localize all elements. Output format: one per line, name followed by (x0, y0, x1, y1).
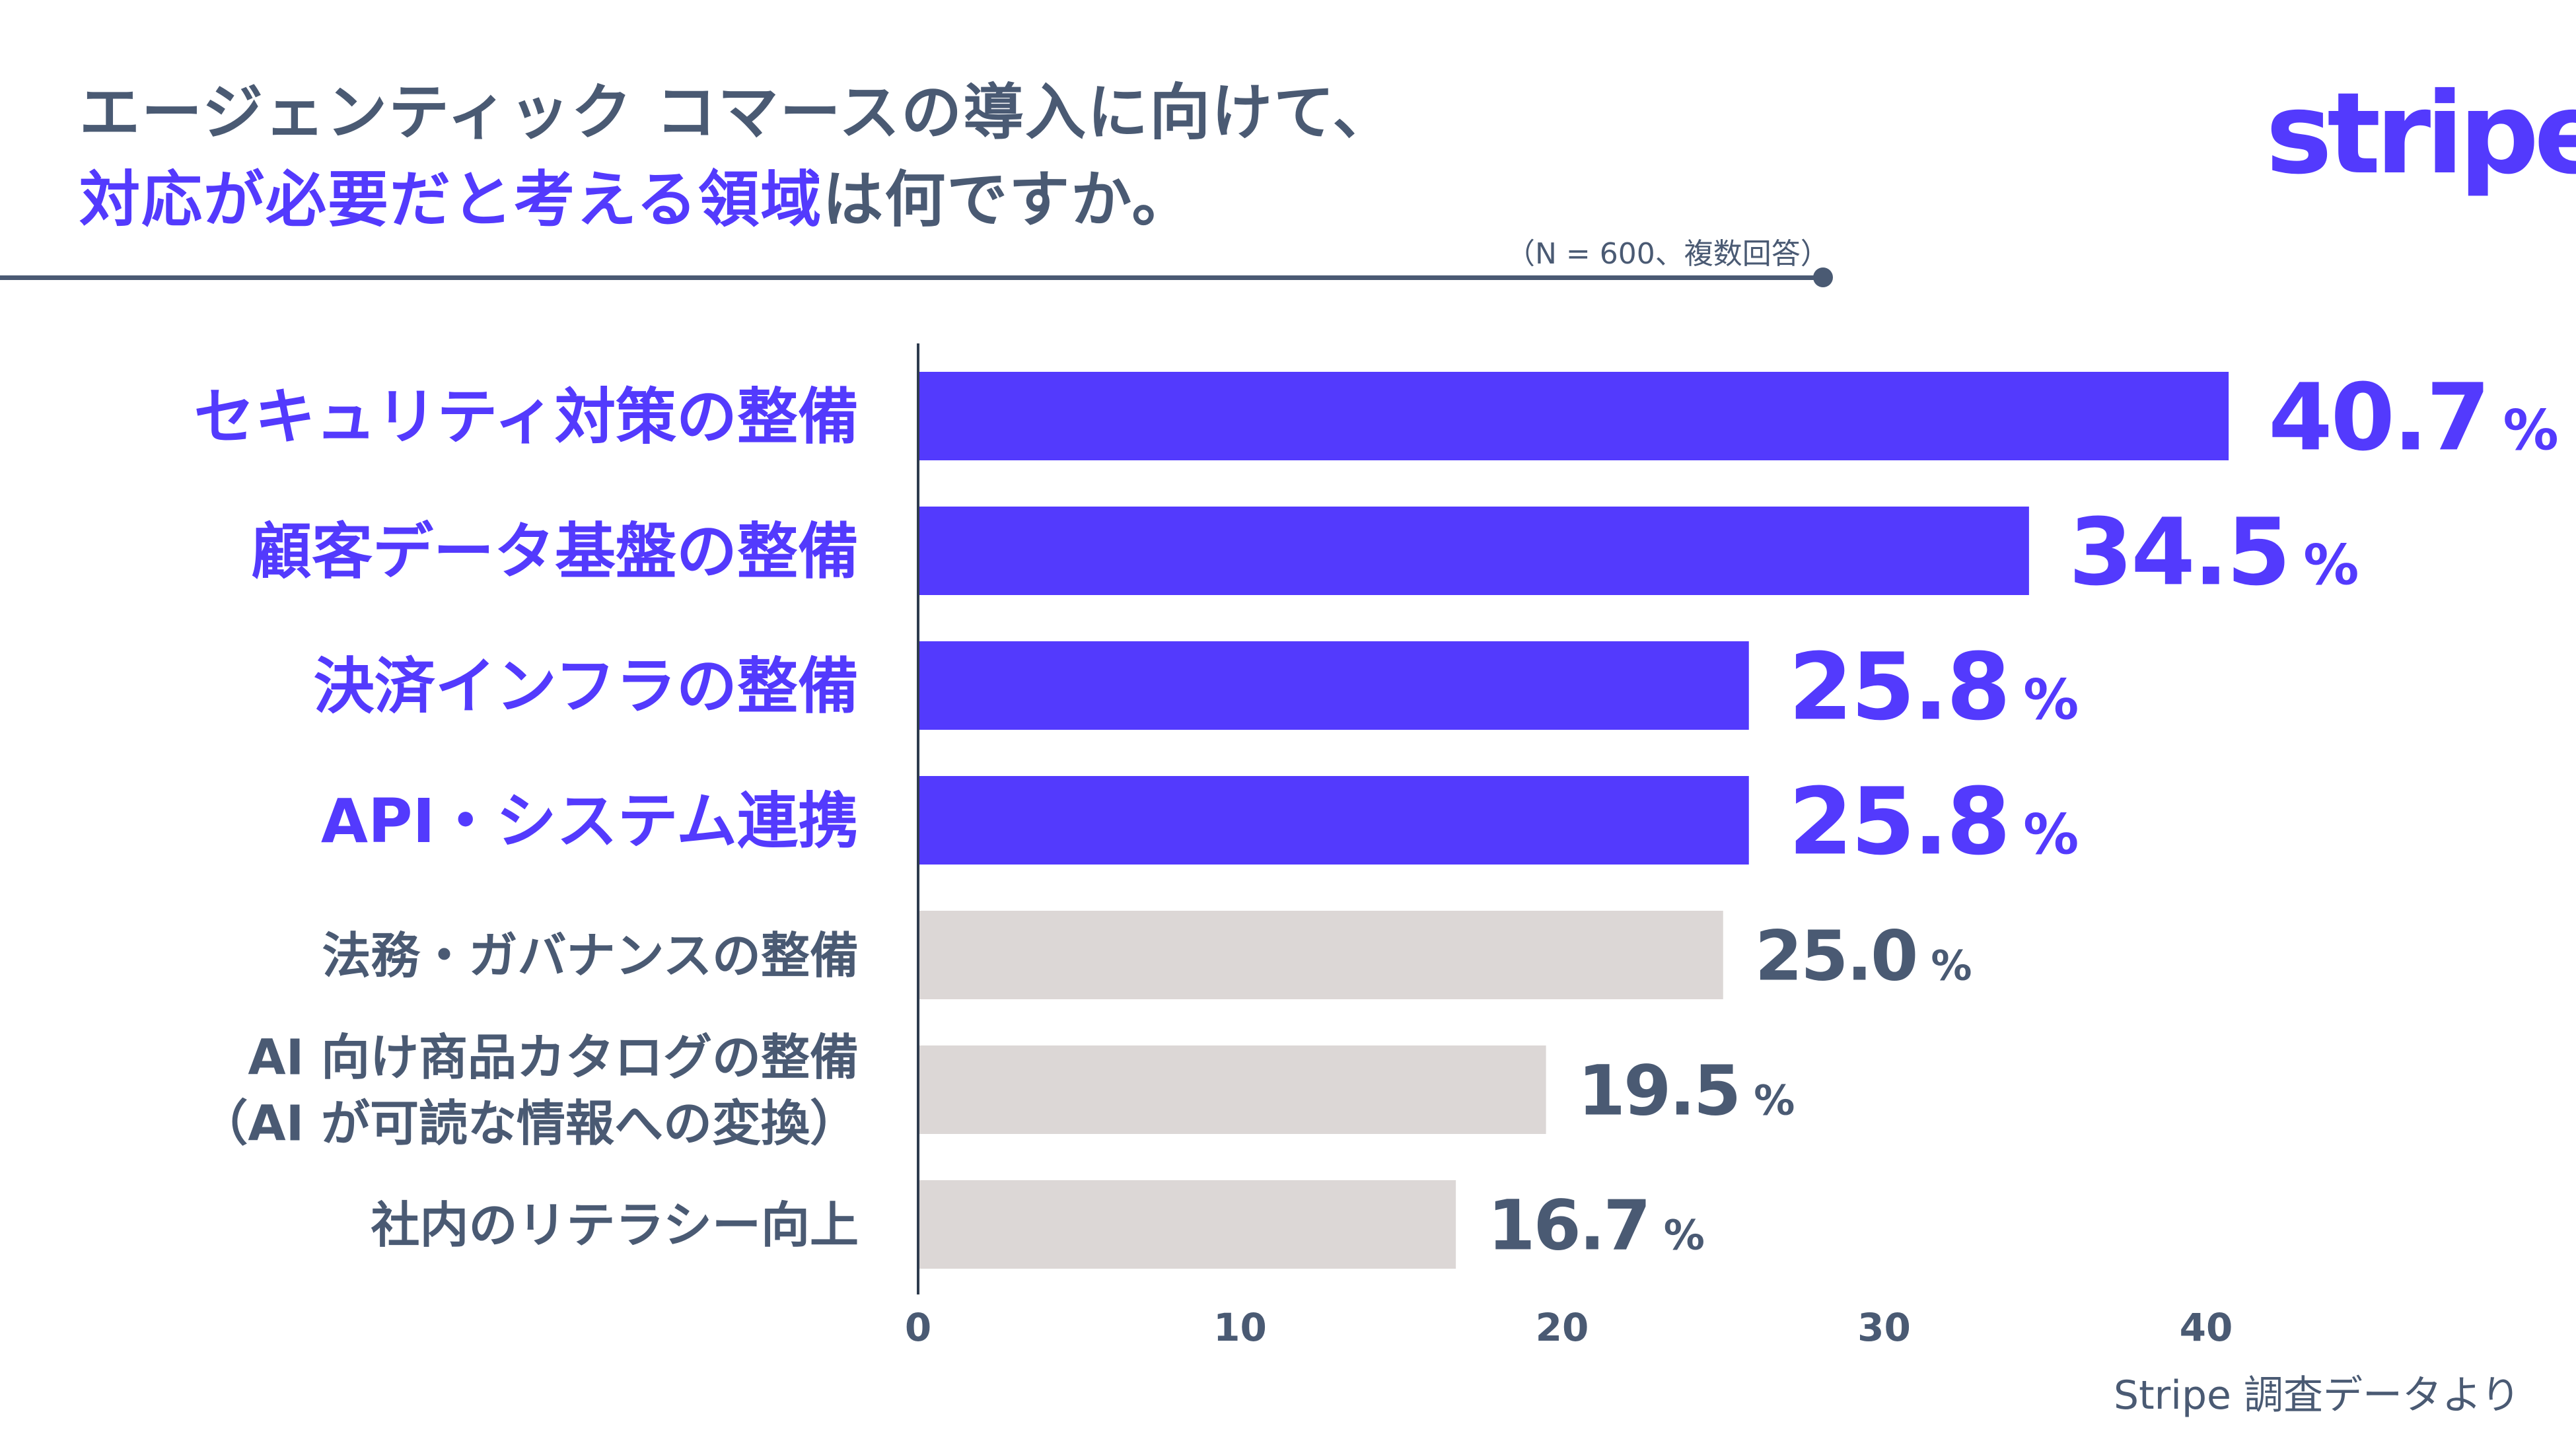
chart-title-line2: 対応が必要だと考える領域は何ですか。 (79, 151, 1194, 238)
value-label-3: 25.8% (1789, 633, 2079, 741)
category-label-2: 顧客データ基盤の整備 (251, 516, 859, 587)
value-label-5: 25.0% (1755, 915, 1972, 996)
category-label-1: セキュリティ対策の整備 (194, 382, 859, 452)
bar-7 (918, 1180, 1456, 1269)
bar-5 (918, 911, 1723, 999)
bar-chart: セキュリティ対策の整備 40.7 % 顧客データ基盤の整備 34.5 % 決済インフラの整備… (194, 343, 2559, 1350)
source-note: Stripe 調査データより (2114, 1372, 2521, 1419)
sample-note: （N = 600、複数回答） (1506, 237, 1830, 271)
value-label-7: 16.7% (1487, 1185, 1705, 1265)
category-label-6: AI 向け商品カタログの整備（AI が可読な情報への変換） (199, 1030, 859, 1152)
x-tick-40: 40 (2180, 1305, 2233, 1350)
value-label-1: 40.7% (2268, 364, 2559, 472)
category-label-5: 法務・ガバナンスの整備 (322, 928, 859, 985)
category-label-7: 社内のリテラシー向上 (371, 1197, 859, 1254)
x-tick-0: 0 (905, 1305, 931, 1350)
title-divider-dot (1813, 267, 1833, 287)
bar-4 (918, 776, 1749, 865)
chart-title-line1: エージェンティック コマースの導入に向けて、 (79, 77, 1395, 148)
bar-1 (918, 372, 2229, 460)
bar-6 (918, 1045, 1546, 1134)
chart-title-rest: は何ですか。 (822, 164, 1194, 235)
x-tick-10: 10 (1213, 1305, 1267, 1350)
value-label-2: 34.5% (2069, 499, 2359, 606)
bar-3 (918, 641, 1749, 730)
title-divider (0, 275, 1823, 280)
category-label-4: API・システム連携 (321, 786, 859, 857)
value-label-4: 25.8% (1789, 768, 2079, 876)
x-tick-30: 30 (1857, 1305, 1911, 1350)
category-label-3: 決済インフラの整備 (314, 651, 859, 722)
chart-title-highlight: 対応が必要だと考える領域 (79, 164, 823, 235)
bar-2 (918, 507, 2029, 595)
value-label-6: 19.5% (1578, 1050, 1795, 1131)
x-tick-20: 20 (1536, 1305, 1589, 1350)
stripe-logo: stripe (2266, 69, 2576, 199)
